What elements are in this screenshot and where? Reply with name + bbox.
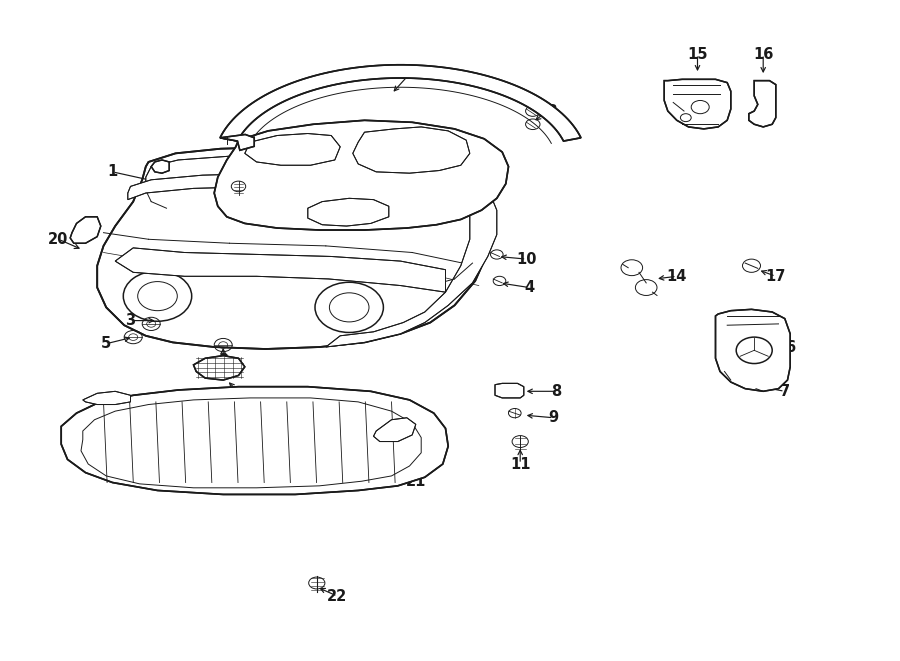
Text: 11: 11 xyxy=(510,457,530,471)
Text: 10: 10 xyxy=(517,252,536,266)
Polygon shape xyxy=(353,127,470,173)
Polygon shape xyxy=(61,387,448,494)
Text: 20: 20 xyxy=(49,232,68,247)
Text: 21: 21 xyxy=(406,474,426,488)
Text: 19: 19 xyxy=(231,388,251,403)
Polygon shape xyxy=(128,173,430,202)
Text: 18: 18 xyxy=(537,104,557,118)
Text: 13: 13 xyxy=(400,67,419,81)
Polygon shape xyxy=(495,383,524,398)
Polygon shape xyxy=(97,147,493,349)
Text: 3: 3 xyxy=(125,313,136,328)
Text: 3: 3 xyxy=(218,353,229,368)
Text: 4: 4 xyxy=(524,280,535,295)
Polygon shape xyxy=(245,134,340,165)
Polygon shape xyxy=(716,309,790,391)
Text: 7: 7 xyxy=(779,384,790,399)
Text: 22: 22 xyxy=(328,589,347,603)
Text: 6: 6 xyxy=(785,340,796,354)
Polygon shape xyxy=(326,157,497,347)
Polygon shape xyxy=(151,160,169,173)
Polygon shape xyxy=(308,198,389,226)
Text: 15: 15 xyxy=(688,47,707,61)
Polygon shape xyxy=(220,134,255,150)
Text: 16: 16 xyxy=(753,47,773,61)
Polygon shape xyxy=(146,155,448,193)
Polygon shape xyxy=(374,418,416,442)
Text: 5: 5 xyxy=(101,336,112,351)
Polygon shape xyxy=(70,217,101,243)
Text: 9: 9 xyxy=(548,410,559,425)
Polygon shape xyxy=(115,248,446,292)
Text: 2: 2 xyxy=(224,161,235,176)
Polygon shape xyxy=(664,79,731,129)
Text: 12: 12 xyxy=(411,206,431,220)
Polygon shape xyxy=(194,356,245,380)
Polygon shape xyxy=(214,120,508,230)
Text: 17: 17 xyxy=(766,269,786,284)
Polygon shape xyxy=(83,391,130,405)
Text: 1: 1 xyxy=(107,165,118,179)
Text: 8: 8 xyxy=(551,384,562,399)
Polygon shape xyxy=(749,81,776,127)
Polygon shape xyxy=(220,65,580,141)
Text: 14: 14 xyxy=(667,269,687,284)
